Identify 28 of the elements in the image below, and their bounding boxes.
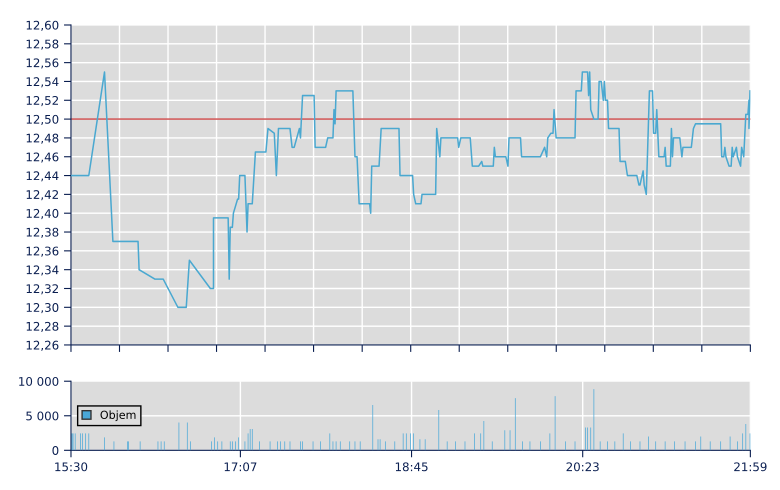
line-series	[70, 71, 750, 308]
y-tick-label: 12,32	[26, 284, 58, 294]
y-tick-label: 12,34	[26, 265, 59, 276]
y-tick-label: 12,52	[26, 96, 58, 106]
y-tick-label: 12,44	[26, 171, 59, 182]
y-tick-label: 12,58	[26, 40, 58, 50]
y-tick-label: 12,54	[26, 77, 59, 88]
legend-label: Objem	[100, 410, 136, 422]
y-tick-label: 10 000	[19, 376, 58, 386]
x-tick-label: 17:07	[224, 462, 256, 472]
y-tick-label: 12,26	[26, 340, 58, 351]
y-tick-label: 12,30	[26, 303, 58, 314]
y-tick-label: 0	[52, 446, 58, 455]
y-tick-label: 12,56	[26, 58, 58, 68]
y-tick-label: 12,50	[26, 114, 58, 125]
y-tick-label: 12,28	[26, 322, 58, 332]
y-tick-label: 12,40	[26, 208, 58, 220]
y-tick-label: 12,38	[26, 228, 58, 238]
x-tick-label: 18:45	[396, 462, 428, 472]
x-tick-label: 15:30	[55, 462, 88, 472]
y-tick-label: 12,60	[26, 20, 58, 31]
y-tick-label: 12,42	[26, 190, 58, 200]
y-tick-label: 12,36	[26, 246, 58, 257]
x-tick-label: 20:23	[566, 462, 599, 472]
y-tick-label: 12,48	[26, 134, 58, 144]
x-tick-label: 21:59	[734, 462, 767, 472]
y-tick-label: 12,46	[26, 152, 58, 163]
y-tick-label: 5 000	[26, 411, 58, 420]
